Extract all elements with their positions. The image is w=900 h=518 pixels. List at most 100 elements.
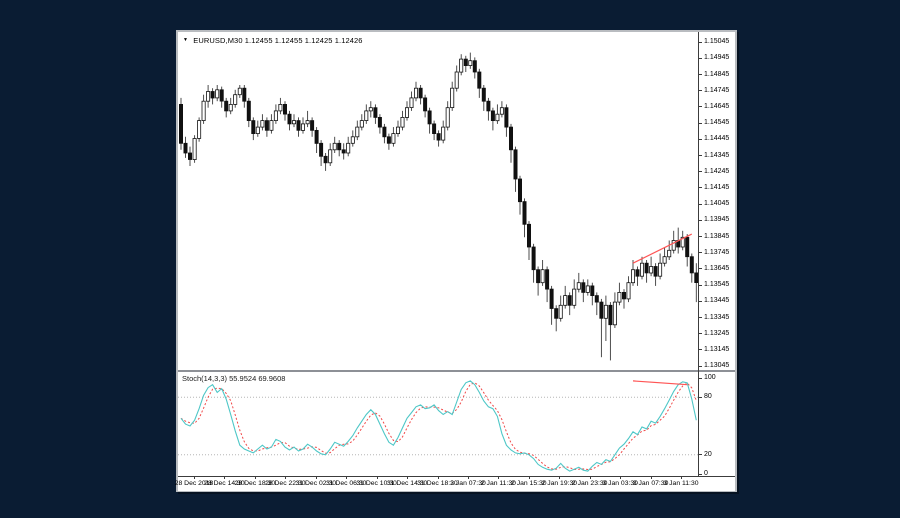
candle-body[interactable]: [445, 107, 450, 128]
candle-body[interactable]: [368, 107, 373, 112]
candle-body[interactable]: [594, 295, 599, 303]
candle-body[interactable]: [626, 282, 631, 300]
candle-body[interactable]: [328, 149, 333, 164]
candle-body[interactable]: [680, 236, 685, 248]
candle-body[interactable]: [391, 133, 396, 144]
candle-body[interactable]: [630, 269, 635, 284]
candle-body[interactable]: [504, 107, 509, 128]
candle-body[interactable]: [310, 120, 315, 131]
candle-body[interactable]: [418, 87, 423, 99]
candle-body[interactable]: [187, 152, 192, 160]
candle-body[interactable]: [215, 89, 220, 99]
candle-body[interactable]: [377, 117, 382, 128]
candle-body[interactable]: [224, 100, 229, 112]
stoch-trendline[interactable]: [632, 380, 688, 386]
candle-body[interactable]: [269, 120, 274, 131]
candle-body[interactable]: [178, 104, 184, 144]
candle-body[interactable]: [536, 269, 541, 284]
candle-body[interactable]: [585, 285, 590, 293]
candle-body[interactable]: [292, 120, 297, 125]
candle-body[interactable]: [459, 58, 464, 73]
candle-body[interactable]: [576, 282, 581, 290]
price-chart-plot[interactable]: [178, 32, 698, 370]
candle-body[interactable]: [242, 87, 247, 102]
candle-body[interactable]: [355, 126, 360, 138]
candle-body[interactable]: [201, 100, 206, 121]
candle-body[interactable]: [540, 269, 545, 284]
price-axis[interactable]: 1.15045 1.14945 1.14845 1.14745 1.14645 1.145…: [699, 32, 734, 370]
candle-body[interactable]: [639, 262, 644, 277]
candle-body[interactable]: [689, 256, 694, 274]
candle-body[interactable]: [183, 142, 188, 154]
candle-body[interactable]: [305, 120, 310, 125]
candle-body[interactable]: [522, 201, 527, 225]
candle-body[interactable]: [350, 136, 355, 144]
candle-body[interactable]: [694, 272, 698, 283]
candle-body[interactable]: [427, 110, 432, 125]
time-axis[interactable]: 28 Dec 2018 28 Dec 14:30 28 Dec 18:30 28 De…: [175, 476, 735, 491]
candle-body[interactable]: [246, 100, 251, 121]
candle-body[interactable]: [386, 136, 391, 144]
candle-body[interactable]: [359, 120, 364, 128]
candle-body[interactable]: [531, 246, 536, 271]
candle-body[interactable]: [508, 126, 513, 151]
candle-body[interactable]: [685, 236, 690, 258]
candle-body[interactable]: [301, 123, 306, 131]
candle-body[interactable]: [599, 301, 604, 319]
candle-body[interactable]: [513, 149, 518, 180]
candle-body[interactable]: [341, 149, 346, 154]
candle-body[interactable]: [486, 100, 491, 112]
candle-body[interactable]: [237, 87, 242, 96]
candle-body[interactable]: [210, 91, 215, 99]
candle-body[interactable]: [323, 155, 328, 164]
candle-body[interactable]: [635, 269, 640, 277]
panel-splitter[interactable]: [178, 370, 735, 372]
chevron-down-icon[interactable]: ▼: [183, 37, 189, 43]
candle-body[interactable]: [658, 262, 663, 277]
candle-body[interactable]: [260, 120, 265, 128]
candle-body[interactable]: [432, 123, 437, 135]
candle-body[interactable]: [197, 120, 202, 139]
candle-body[interactable]: [314, 130, 319, 144]
candle-body[interactable]: [400, 117, 405, 128]
candle-body[interactable]: [319, 142, 324, 157]
candle-body[interactable]: [409, 97, 414, 109]
candle-body[interactable]: [206, 91, 211, 102]
candle-body[interactable]: [549, 288, 554, 309]
candle-body[interactable]: [499, 107, 504, 115]
candle-body[interactable]: [554, 308, 559, 319]
candle-body[interactable]: [590, 285, 595, 296]
candle-body[interactable]: [558, 304, 563, 319]
candle-body[interactable]: [264, 120, 269, 131]
candle-body[interactable]: [219, 89, 224, 102]
candle-body[interactable]: [382, 126, 387, 138]
candle-body[interactable]: [649, 266, 654, 274]
candle-body[interactable]: [337, 142, 342, 151]
candle-body[interactable]: [296, 120, 301, 131]
candle-body[interactable]: [603, 304, 608, 319]
candle-body[interactable]: [423, 97, 428, 112]
candle-body[interactable]: [545, 269, 550, 290]
candle-body[interactable]: [490, 110, 495, 122]
candle-body[interactable]: [404, 107, 409, 118]
candle-body[interactable]: [617, 291, 622, 303]
candle-body[interactable]: [572, 288, 577, 306]
candle-body[interactable]: [454, 71, 459, 89]
candle-body[interactable]: [463, 58, 468, 67]
candle-body[interactable]: [228, 104, 233, 112]
candle-body[interactable]: [373, 107, 378, 118]
candle-body[interactable]: [332, 142, 337, 151]
candle-body[interactable]: [273, 110, 278, 122]
candle-body[interactable]: [251, 120, 256, 134]
candle-body[interactable]: [612, 301, 617, 326]
candle-body[interactable]: [477, 71, 482, 89]
candle-body[interactable]: [278, 104, 283, 112]
candle-body[interactable]: [667, 249, 672, 258]
candle-body[interactable]: [441, 126, 446, 141]
candle-body[interactable]: [346, 142, 351, 154]
chart-window[interactable]: ▼ EURUSD,M30 1.12455 1.12455 1.12425 1.1…: [175, 30, 737, 492]
candle-body[interactable]: [621, 291, 626, 300]
candle-body[interactable]: [233, 94, 238, 105]
candle-body[interactable]: [413, 87, 418, 99]
candle-body[interactable]: [255, 126, 260, 134]
